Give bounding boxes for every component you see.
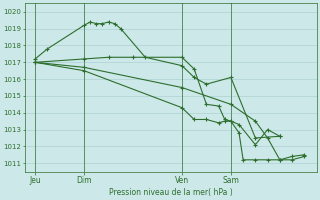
X-axis label: Pression niveau de la mer( hPa ): Pression niveau de la mer( hPa ) xyxy=(109,188,233,197)
